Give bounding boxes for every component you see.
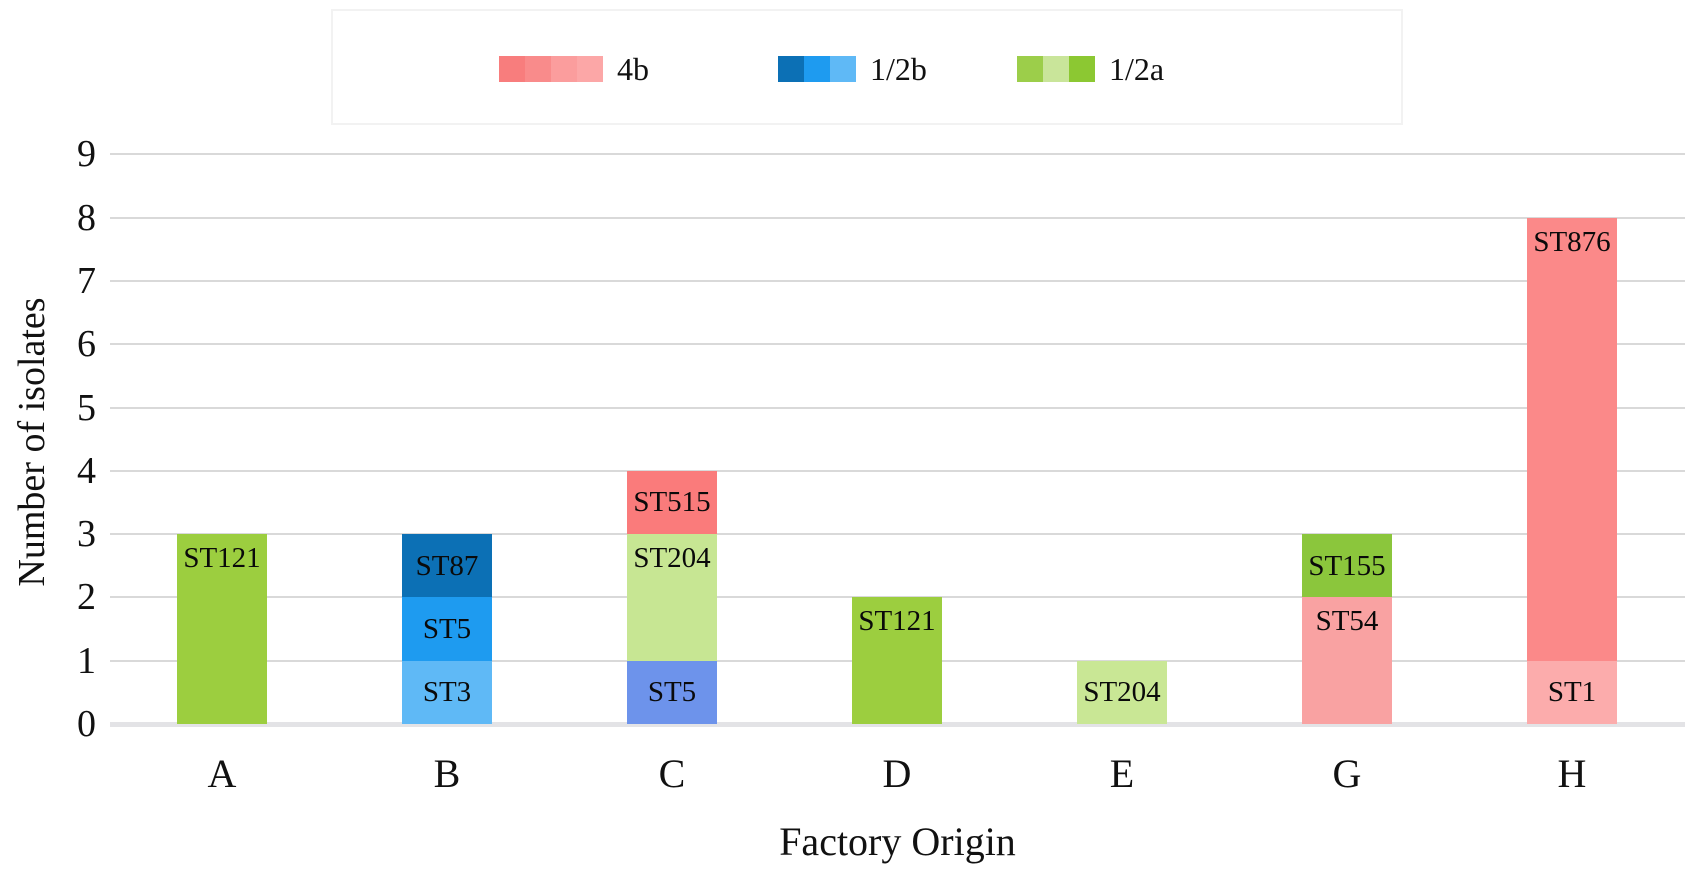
- segment-label: ST155: [1308, 549, 1386, 582]
- y-tick-label-5: 5: [77, 386, 96, 429]
- legend-swatch-icon: [1017, 56, 1095, 82]
- y-tick-label-9: 9: [77, 133, 96, 176]
- y-tick-label-4: 4: [77, 449, 96, 492]
- legend-label: 4b: [617, 51, 649, 87]
- segment-label: ST1: [1547, 676, 1597, 709]
- bar-segment-E-ST204: ST204: [1077, 660, 1167, 724]
- y-tick-label-7: 7: [77, 259, 96, 302]
- segment-label: ST87: [415, 549, 479, 582]
- segment-label: ST5: [647, 676, 697, 709]
- segment-label: ST5: [422, 613, 472, 646]
- bar-segment-C-ST204: ST204: [627, 534, 717, 661]
- gridline-y8: [110, 216, 1685, 219]
- x-axis-baseline: [110, 722, 1685, 727]
- gridline-y5: [110, 406, 1685, 409]
- y-tick-label-8: 8: [77, 196, 96, 239]
- bar-B: ST3 ST5 ST87: [402, 534, 492, 724]
- bar-segment-H-ST1: ST1: [1527, 660, 1617, 724]
- gridline-y3: [110, 533, 1685, 536]
- segment-label: ST121: [183, 542, 261, 575]
- bar-C: ST5 ST204 ST515: [627, 470, 717, 724]
- x-axis-title: Factory Origin: [779, 819, 1016, 864]
- legend-entry-12a: 1/2a: [1017, 53, 1164, 85]
- gridline-y7: [110, 279, 1685, 282]
- gridline-y9: [110, 153, 1685, 156]
- legend-label: 1/2b: [870, 51, 927, 87]
- x-category-label-G: G: [1332, 751, 1362, 796]
- segment-label: ST876: [1533, 225, 1611, 258]
- bar-segment-G-ST54: ST54: [1302, 597, 1392, 724]
- bar-segment-C-ST515: ST515: [627, 470, 717, 535]
- bar-segment-C-ST5: ST5: [627, 660, 717, 724]
- x-category-label-C: C: [658, 751, 686, 796]
- bar-E: ST204: [1077, 660, 1167, 724]
- bar-segment-B-ST5: ST5: [402, 597, 492, 661]
- bar-A: ST121: [177, 534, 267, 724]
- bar-segment-H-ST876: ST876: [1527, 217, 1617, 661]
- bar-D: ST121: [852, 597, 942, 724]
- y-tick-label-0: 0: [77, 703, 96, 745]
- x-category-label-D: D: [882, 751, 912, 796]
- bar-segment-B-ST87: ST87: [402, 534, 492, 598]
- x-category-label-A: A: [207, 751, 237, 796]
- bar-segment-D-ST121: ST121: [852, 597, 942, 724]
- gridline-y2: [110, 596, 1685, 599]
- segment-label: ST3: [422, 676, 472, 709]
- y-tick-label-3: 3: [77, 513, 96, 556]
- gridline-y6: [110, 343, 1685, 346]
- y-tick-label-6: 6: [77, 323, 96, 366]
- x-category-label-H: H: [1557, 751, 1587, 796]
- legend-swatch-icon: [778, 56, 856, 82]
- legend-entry-4b: 4b: [499, 53, 649, 85]
- bar-segment-B-ST3: ST3: [402, 660, 492, 724]
- legend-entry-12b: 1/2b: [778, 53, 927, 85]
- bar-H: ST1 ST876: [1527, 217, 1617, 724]
- gridline-y4: [110, 469, 1685, 472]
- segment-label: ST204: [633, 542, 711, 575]
- x-category-label-B: B: [433, 751, 461, 796]
- bar-segment-A-ST121: ST121: [177, 534, 267, 724]
- segment-label: ST121: [858, 605, 936, 638]
- segment-label: ST515: [633, 486, 711, 519]
- y-tick-label-1: 1: [77, 639, 96, 682]
- y-tick-label-2: 2: [77, 576, 96, 619]
- segment-label: ST204: [1083, 676, 1161, 709]
- chart-legend: 4b 1/2b 1/2a: [331, 9, 1403, 125]
- legend-label: 1/2a: [1109, 51, 1165, 87]
- x-category-label-E: E: [1109, 751, 1135, 796]
- bar-G: ST54 ST155: [1302, 534, 1392, 724]
- segment-label: ST54: [1315, 605, 1379, 638]
- bar-segment-G-ST155: ST155: [1302, 534, 1392, 598]
- legend-swatch-icon: [499, 56, 603, 82]
